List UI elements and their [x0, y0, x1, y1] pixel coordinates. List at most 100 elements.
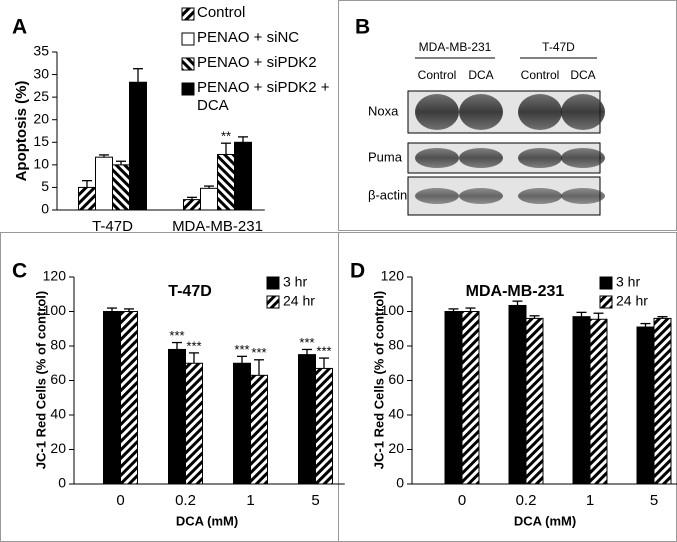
- y-tick-label: 100: [43, 302, 67, 318]
- bar: [653, 317, 672, 485]
- lane-label: DCA: [570, 68, 595, 82]
- legend-label: Control: [197, 4, 246, 21]
- error-bar: [82, 180, 92, 188]
- x-tick-label: 5: [311, 492, 319, 509]
- y-tick-label: 60: [50, 371, 66, 387]
- x-tick-label: MDA-MB-231: [172, 218, 263, 235]
- x-axis-title: DCA (mM): [176, 513, 238, 528]
- y-tick-label: 20: [388, 440, 404, 456]
- legend-swatch: [181, 32, 195, 46]
- x-tick-label: 1: [246, 492, 254, 509]
- y-tick-label: 0: [396, 475, 404, 491]
- error-bar: [238, 136, 248, 143]
- bar: [589, 318, 608, 485]
- legend-swatch: [181, 57, 195, 71]
- blot-band: [459, 188, 503, 204]
- bar: [315, 367, 333, 485]
- bar: [636, 326, 655, 485]
- error-bar: [99, 154, 109, 158]
- error-bar: [204, 185, 214, 189]
- error-bar: [529, 315, 540, 319]
- legend-swatch: [266, 295, 280, 309]
- error-bar: [319, 357, 329, 369]
- error-bar: [221, 142, 231, 155]
- blot-band: [561, 94, 605, 130]
- y-tick-label: 20: [33, 110, 49, 126]
- lane-label: Control: [418, 68, 457, 82]
- y-axis-title: Apoptosis (%): [13, 81, 30, 182]
- y-tick-label: 0: [58, 475, 66, 491]
- row-label: β-actin: [368, 187, 407, 202]
- bar: [234, 141, 252, 211]
- lane-label: Control: [521, 68, 560, 82]
- y-tick-label: 25: [33, 88, 49, 104]
- blot-band: [415, 148, 459, 168]
- panel-label: C: [12, 260, 27, 283]
- error-bar: [116, 160, 126, 165]
- error-bar: [172, 341, 182, 350]
- legend-swatch: [266, 276, 280, 290]
- error-bar: [302, 348, 312, 355]
- error-bar: [187, 196, 197, 200]
- legend-entry: PENAO + siNC: [197, 29, 300, 46]
- cell-line-label: T-47D: [542, 40, 575, 54]
- bar: [508, 304, 527, 485]
- legend-label: 24 hr: [283, 293, 315, 309]
- blot-band: [415, 94, 459, 130]
- x-tick-label: 0.2: [516, 492, 537, 509]
- panel-label: B: [355, 16, 370, 39]
- error-bar: [576, 311, 587, 317]
- bar: [444, 311, 463, 485]
- bar: [183, 199, 201, 211]
- error-bar: [254, 359, 264, 376]
- y-tick-label: 15: [33, 133, 49, 149]
- error-bar: [237, 355, 247, 364]
- error-bar: [657, 316, 668, 319]
- x-tick-label: 0.2: [175, 492, 196, 509]
- error-bar: [640, 322, 651, 328]
- legend-swatch: [181, 82, 195, 96]
- panel-label: A: [12, 16, 27, 39]
- bar: [250, 374, 268, 485]
- x-tick-label: 0: [116, 492, 124, 509]
- y-tick-label: 100: [381, 302, 405, 318]
- significance-label: ***: [299, 335, 314, 350]
- y-tick-label: 40: [50, 406, 66, 422]
- bar: [185, 362, 203, 485]
- x-tick-label: 5: [650, 492, 658, 509]
- x-tick-label: 0: [458, 492, 466, 509]
- legend-label: PENAO + siPDK2 + DCA: [197, 79, 330, 114]
- bar: [217, 153, 235, 211]
- legend-swatch: [181, 7, 195, 21]
- error-bar: [448, 308, 459, 312]
- blot-band: [415, 188, 459, 204]
- y-tick-label: 5: [41, 178, 49, 194]
- legend-label: 3 hr: [283, 274, 307, 290]
- panel-label: D: [350, 260, 365, 283]
- error-bar: [189, 352, 199, 364]
- significance-label: **: [221, 129, 231, 144]
- row-label: Noxa: [368, 103, 399, 118]
- y-tick-label: 40: [388, 406, 404, 422]
- legend-entry: Control: [197, 4, 246, 21]
- row-label: Puma: [368, 149, 403, 164]
- significance-label: ***: [186, 338, 201, 353]
- cell-line-label: MDA-MB-231: [419, 40, 492, 54]
- legend-label: PENAO + siNC: [197, 29, 300, 46]
- y-tick-label: 0: [41, 201, 49, 217]
- lane-label: DCA: [468, 68, 493, 82]
- chart-title: T-47D: [168, 283, 212, 300]
- bar: [525, 317, 544, 485]
- y-axis-title: JC-1 Red Cells (% of control): [33, 291, 48, 469]
- x-tick-label: T-47D: [92, 218, 133, 235]
- legend-label: 3 hr: [616, 274, 640, 290]
- bar: [120, 311, 138, 485]
- bar: [168, 348, 186, 485]
- error-bar: [465, 307, 476, 312]
- bar: [200, 187, 218, 211]
- chart-title: MDA-MB-231: [466, 283, 565, 300]
- legend-entry: PENAO + siPDK2: [197, 54, 317, 71]
- y-tick-label: 120: [381, 268, 405, 284]
- y-axis-title: JC-1 Red Cells (% of control): [371, 291, 386, 469]
- blot-band: [561, 188, 605, 204]
